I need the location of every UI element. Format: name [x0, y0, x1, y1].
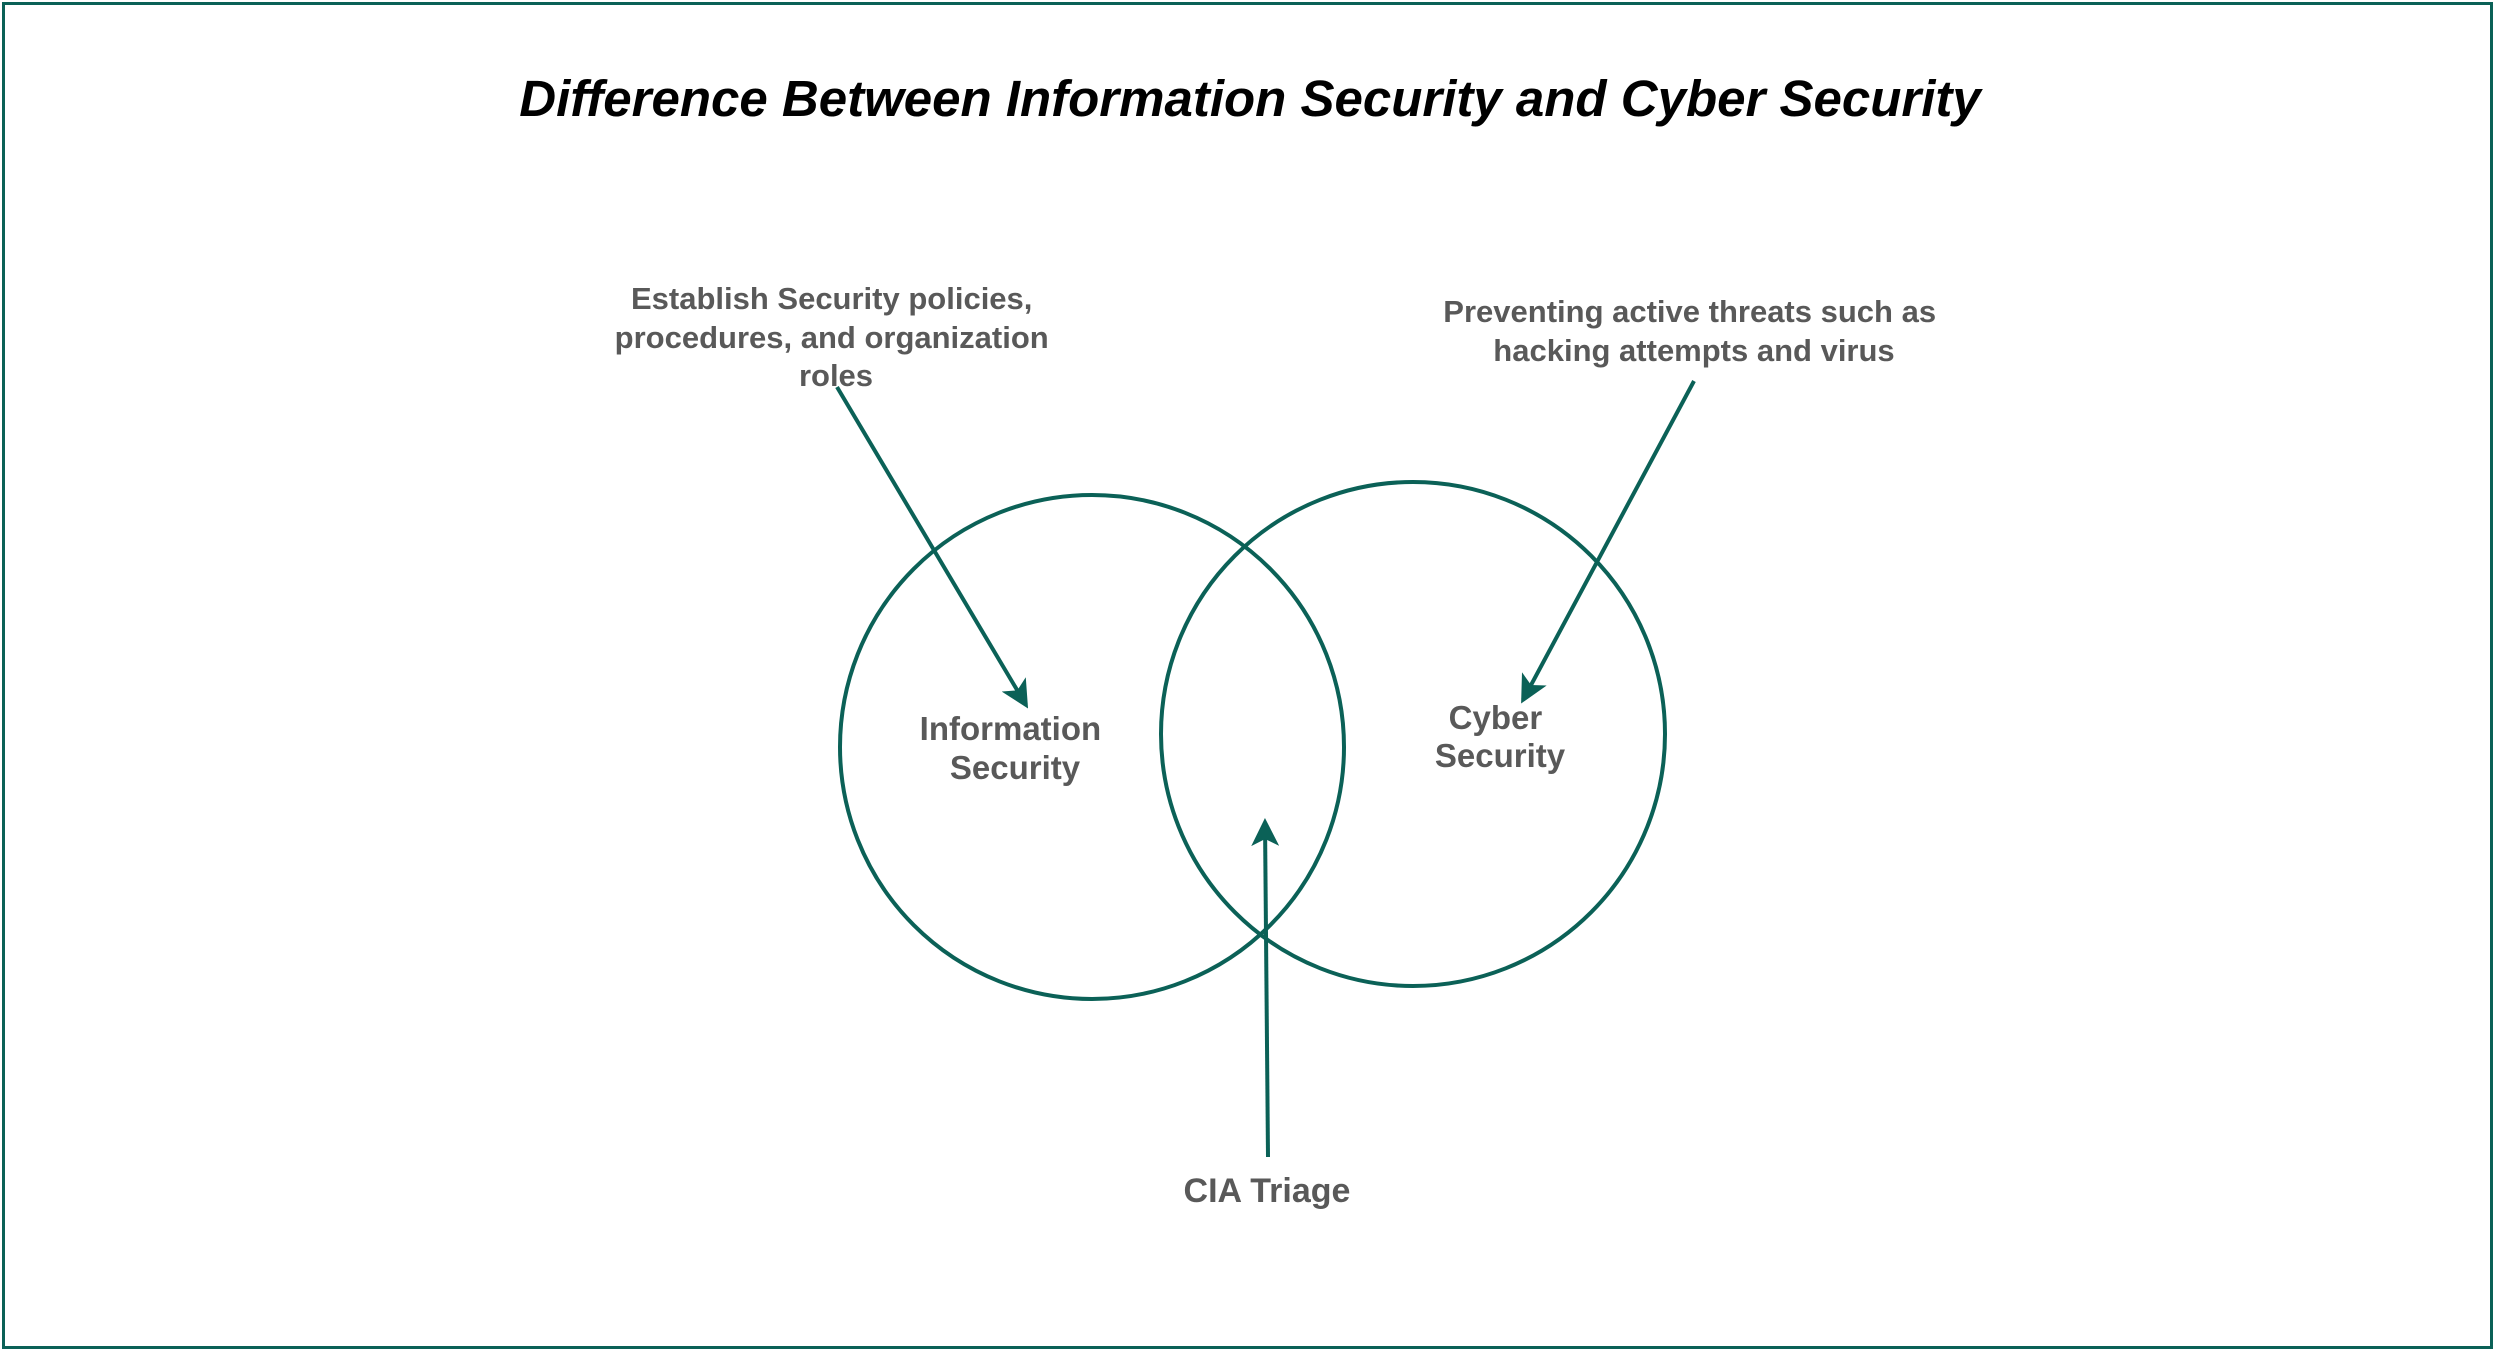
info-security-annotation-line: procedures, and organization	[615, 320, 1049, 355]
information-security-label: Information Security	[920, 710, 1111, 786]
cyber-security-label-line: Security	[1435, 737, 1566, 774]
info-security-annotation-line: Establish Security policies,	[631, 281, 1032, 316]
info-security-annotation-line: roles	[799, 358, 873, 393]
cyber-security-annotation-line: hacking attempts and virus	[1493, 333, 1894, 368]
cyber-security-annotation-line: Preventing active threats such as	[1443, 294, 1936, 329]
cyber-security-label: Cyber Security	[1435, 699, 1566, 774]
information-security-label-line: Information	[920, 710, 1101, 747]
information-security-label-line: Security	[950, 749, 1081, 786]
overlap-annotation-line: CIA Triage	[1184, 1172, 1351, 1210]
info-security-annotation: Establish Security policies, procedures,…	[615, 281, 1058, 393]
overlap-arrow	[1251, 818, 1280, 1158]
info-security-arrow	[835, 385, 1029, 709]
information-security-circle	[838, 493, 1346, 1001]
page-title: Difference Between Information Security …	[519, 70, 1983, 127]
cyber-security-annotation: Preventing active threats such as hackin…	[1443, 294, 1944, 368]
cyber-security-label-line: Cyber	[1449, 699, 1543, 736]
overlap-annotation: CIA Triage	[1184, 1172, 1351, 1210]
cyber-security-circle	[1159, 480, 1667, 988]
cyber-security-arrow	[1521, 380, 1696, 704]
